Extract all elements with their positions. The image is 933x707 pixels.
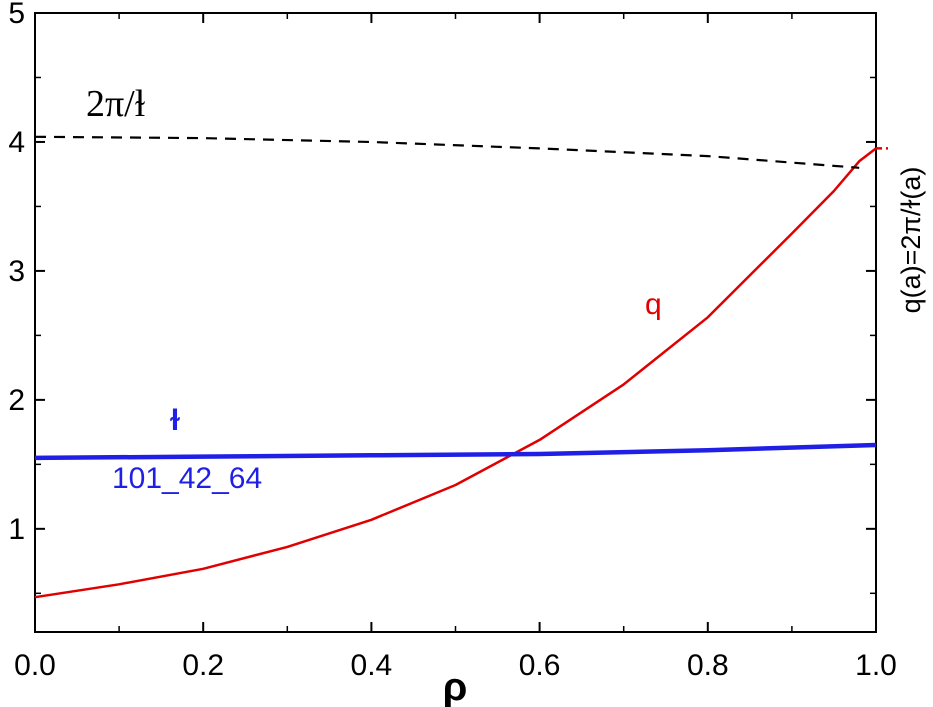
twopi-iota-label: 2π/ɫ [86, 83, 146, 125]
x-tick-label: 0.6 [519, 649, 561, 682]
q-series-label: q [645, 288, 662, 321]
iota-profile-line [34, 442, 877, 461]
label-layer: 2π/ɫ q ɫ 101_42_64 ρ q(a)=2π/ɫ(a) [86, 83, 926, 707]
x-tick-label: 0.2 [182, 649, 224, 682]
y-tick-label: 1 [8, 513, 25, 546]
x-axis-title: ρ [443, 665, 468, 707]
y-tick-label: 3 [8, 255, 25, 288]
y-tick-label: 4 [8, 126, 25, 159]
y-tick-label: 2 [8, 384, 25, 417]
x-tick-label: 1.0 [855, 649, 897, 682]
x-tick-label: 0.4 [351, 649, 393, 682]
y-tick-label: 5 [8, 0, 25, 30]
axes-layer: 0.0 0.2 0.4 0.6 0.8 1.0 1 2 3 4 5 [8, 0, 897, 682]
iota-series-label: ɫ [170, 404, 180, 437]
x-tick-label: 0.8 [687, 649, 729, 682]
q-profile-line [34, 147, 877, 599]
series-layer [34, 135, 888, 599]
x-tick-label: 0.0 [14, 649, 56, 682]
plot-frame [34, 12, 877, 633]
two-pi-over-iota-line [34, 135, 860, 169]
q-edge-equation-label: q(a)=2π/ɫ(a) [896, 167, 926, 314]
shot-number-label: 101_42_64 [112, 462, 262, 495]
